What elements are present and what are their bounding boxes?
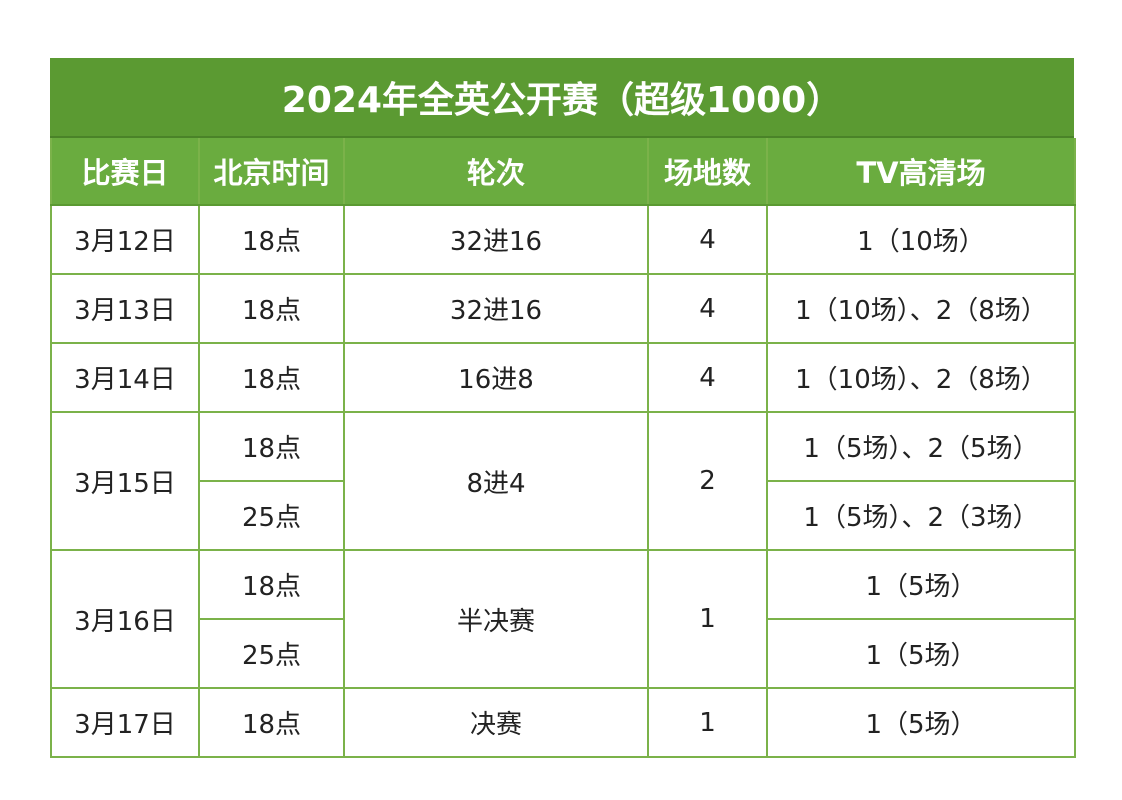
table-row: 3月16日 18点 半决赛 1 1（5场） (50, 549, 1076, 689)
cell-time: 25点 (198, 618, 345, 689)
table-row: 25点 1（5场）、2（3场） (51, 480, 1076, 551)
cell-tv: 1（5场） (766, 618, 1076, 689)
cell-tv: 1（5场） (766, 687, 1076, 758)
cell-time: 18点 (198, 549, 345, 620)
header-beijing-time: 北京时间 (198, 138, 345, 206)
cell-courts: 1 (647, 687, 768, 758)
cell-date: 3月12日 (50, 204, 200, 275)
header-round: 轮次 (343, 138, 649, 206)
cell-tv: 1（5场） (766, 549, 1076, 620)
table-row: 3月15日 18点 8进4 2 1（5场）、2（5场） (50, 411, 1076, 551)
cell-round: 半决赛 (343, 549, 649, 689)
cell-tv: 1（10场） (766, 204, 1076, 275)
cell-date: 3月16日 (50, 549, 200, 689)
cell-round: 16进8 (343, 342, 649, 413)
cell-time: 18点 (198, 342, 345, 413)
cell-time: 18点 (198, 411, 345, 482)
table-title: 2024年全英公开赛（超级1000） (50, 58, 1074, 138)
cell-courts: 4 (647, 273, 768, 344)
table-row: 3月12日 18点 32进16 4 1（10场） (50, 204, 1076, 275)
table-row: 3月13日 18点 32进16 4 1（10场）、2（8场） (50, 273, 1076, 344)
table-row: 25点 1（5场） (51, 618, 1076, 689)
cell-courts: 2 (647, 411, 768, 551)
cell-time: 18点 (198, 273, 345, 344)
cell-time: 18点 (198, 687, 345, 758)
cell-round: 8进4 (343, 411, 649, 551)
cell-time: 25点 (198, 480, 345, 551)
schedule-table: 比赛日 北京时间 轮次 场地数 TV高清场 3月12日 18点 32进16 4 … (50, 138, 1076, 758)
header-match-day: 比赛日 (50, 138, 200, 206)
cell-date: 3月17日 (50, 687, 200, 758)
cell-date: 3月14日 (50, 342, 200, 413)
cell-time: 18点 (198, 204, 345, 275)
cell-round: 决赛 (343, 687, 649, 758)
table-row: 3月17日 18点 决赛 1 1（5场） (50, 687, 1076, 758)
cell-tv: 1（5场）、2（5场） (766, 411, 1076, 482)
table-row: 3月14日 18点 16进8 4 1（10场）、2（8场） (50, 342, 1076, 413)
header-court-count: 场地数 (647, 138, 768, 206)
cell-tv: 1（10场）、2（8场） (766, 342, 1076, 413)
cell-tv: 1（10场）、2（8场） (766, 273, 1076, 344)
cell-tv: 1（5场）、2（3场） (766, 480, 1076, 551)
header-row: 比赛日 北京时间 轮次 场地数 TV高清场 (50, 138, 1076, 206)
cell-courts: 4 (647, 204, 768, 275)
cell-round: 32进16 (343, 204, 649, 275)
schedule-table-frame: 2024年全英公开赛（超级1000） 比赛日 北京时间 轮次 场地数 TV高清场… (50, 58, 1076, 758)
cell-courts: 4 (647, 342, 768, 413)
cell-round: 32进16 (343, 273, 649, 344)
header-tv-hd-court: TV高清场 (766, 138, 1076, 206)
cell-courts: 1 (647, 549, 768, 689)
cell-date: 3月15日 (50, 411, 200, 551)
cell-date: 3月13日 (50, 273, 200, 344)
